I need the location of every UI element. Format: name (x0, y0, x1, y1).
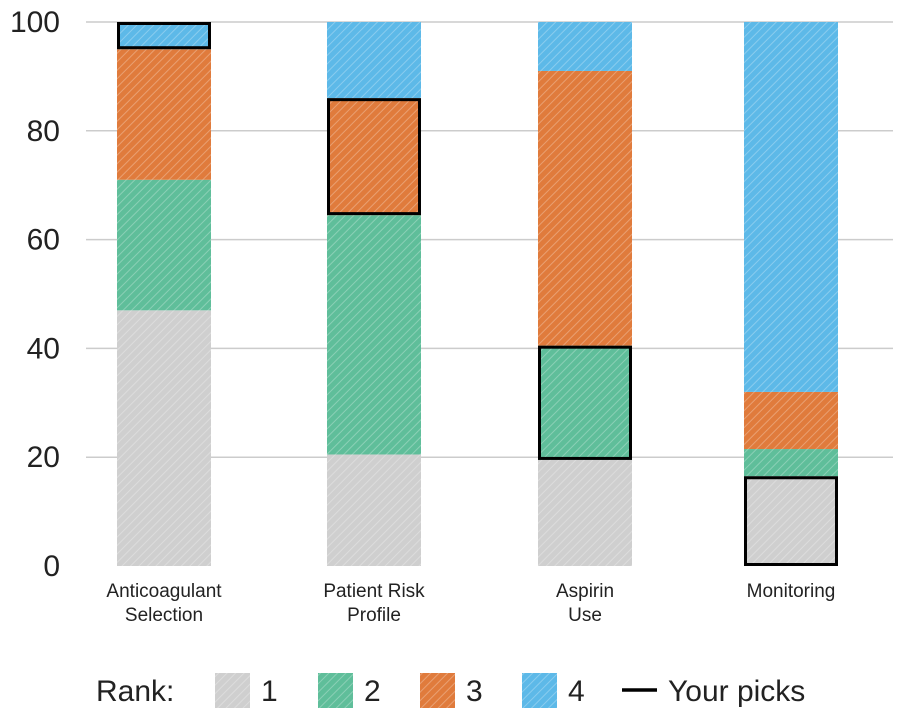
y-tick-label: 100 (10, 6, 60, 39)
pick-highlight (117, 22, 211, 50)
bar-segment-hatch (327, 98, 421, 216)
bar-segment-hatch (117, 179, 211, 311)
bars (117, 22, 838, 566)
pick-highlight (744, 476, 838, 566)
bar-segment-hatch (327, 215, 421, 455)
bar-segment-hatch (538, 70, 632, 346)
legend-label: 3 (466, 675, 483, 708)
bar-segment-hatch (117, 22, 211, 50)
legend-swatch-hatch (420, 673, 455, 708)
pick-highlight (538, 345, 632, 460)
bar-segment-hatch (327, 22, 421, 99)
bar-segment-hatch (538, 345, 632, 460)
legend-swatch-hatch (522, 673, 557, 708)
bar-segment-hatch (327, 454, 421, 566)
y-tick-label: 0 (43, 550, 60, 583)
pick-highlights (117, 22, 838, 566)
bar-segment-hatch (744, 391, 838, 450)
x-category-label: Selection (125, 605, 203, 626)
bar-segment-hatch (117, 310, 211, 566)
y-tick-label: 20 (27, 441, 60, 474)
x-category-label: Aspirin (556, 581, 614, 602)
x-category-label: Monitoring (747, 581, 836, 602)
x-category-label: Profile (347, 605, 401, 626)
legend-label: 4 (568, 675, 585, 708)
bar-segment-hatch (744, 476, 838, 566)
bar-segment-hatch (117, 49, 211, 180)
legend-swatch-hatch (215, 673, 250, 708)
y-axis: 0 20 40 60 80 100 (10, 6, 60, 583)
legend-label: 2 (364, 675, 381, 708)
bar-segment-hatch (744, 22, 838, 392)
x-axis: Anticoagulant Selection Patient Risk Profil… (106, 581, 835, 626)
legend: Rank: 1 2 3 4 Your picks (96, 673, 805, 708)
bar-segment-hatch (538, 459, 632, 566)
x-category-label: Anticoagulant (106, 581, 222, 602)
legend-label: 1 (261, 675, 278, 708)
bar-segment-hatch (744, 449, 838, 477)
legend-picks-label: Your picks (668, 675, 805, 708)
pick-highlight (327, 98, 421, 216)
y-tick-label: 60 (27, 224, 60, 257)
x-category-label: Use (568, 605, 602, 626)
y-tick-label: 80 (27, 115, 60, 148)
legend-swatch-hatch (318, 673, 353, 708)
y-tick-label: 40 (27, 332, 60, 365)
x-category-label: Patient Risk (323, 581, 425, 602)
bar-segment-hatch (538, 22, 632, 71)
legend-title: Rank: (96, 675, 174, 708)
